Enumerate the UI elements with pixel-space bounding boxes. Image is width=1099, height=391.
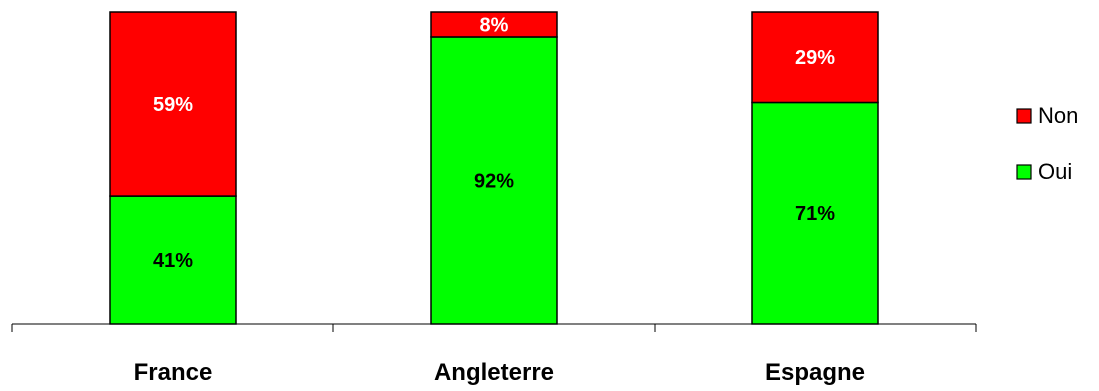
data-label-oui-espagne: 71% — [795, 203, 835, 225]
legend-swatch-oui — [1016, 164, 1032, 180]
x-tick-label-espagne: Espagne — [765, 359, 865, 386]
data-label-non-espagne: 29% — [795, 47, 835, 69]
legend-label-non: Non — [1038, 103, 1078, 128]
bar-oui-france — [109, 195, 237, 325]
x-tick-label-france: France — [134, 359, 213, 386]
x-tick-label-angleterre: Angleterre — [434, 359, 554, 386]
bar-oui-espagne — [751, 101, 879, 325]
data-label-non-angleterre: 8% — [480, 14, 509, 36]
bar-non-angleterre — [430, 11, 558, 38]
legend-label-oui: Oui — [1038, 159, 1072, 184]
legend-swatch-non — [1016, 108, 1032, 124]
data-label-non-france: 59% — [153, 94, 193, 116]
data-label-oui-angleterre: 92% — [474, 170, 514, 192]
bars-layer: 41% 59% 92% 8% 71% 29% — [109, 11, 879, 325]
x-axis: France Angleterre Espagne — [11, 323, 977, 386]
legend: Non Oui — [1016, 103, 1078, 184]
bar-non-france — [109, 11, 237, 197]
bar-non-espagne — [751, 11, 879, 104]
data-label-oui-france: 41% — [153, 250, 193, 272]
